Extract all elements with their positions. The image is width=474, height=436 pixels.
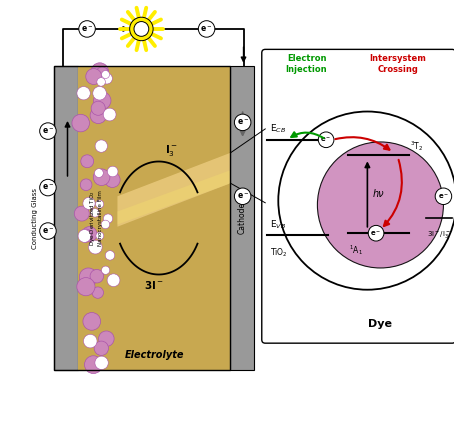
Text: Dye-Derivitzed TiO$_2$
Nanocrystalline Film: Dye-Derivitzed TiO$_2$ Nanocrystalline F… <box>88 190 103 246</box>
Circle shape <box>103 214 113 223</box>
Circle shape <box>91 208 99 217</box>
Circle shape <box>368 225 384 241</box>
Circle shape <box>74 206 89 221</box>
Circle shape <box>101 266 110 274</box>
Text: Electrolyte: Electrolyte <box>125 350 184 360</box>
Circle shape <box>130 17 153 41</box>
Circle shape <box>101 73 112 84</box>
Text: 3I$^-$: 3I$^-$ <box>145 279 164 291</box>
Circle shape <box>96 232 104 240</box>
Circle shape <box>94 169 103 177</box>
Circle shape <box>108 166 118 177</box>
Circle shape <box>84 356 102 374</box>
Circle shape <box>83 313 100 330</box>
FancyBboxPatch shape <box>230 66 255 370</box>
Circle shape <box>97 78 105 86</box>
Circle shape <box>80 179 92 191</box>
Circle shape <box>40 179 56 196</box>
Circle shape <box>105 172 120 187</box>
Circle shape <box>93 169 110 185</box>
Text: hν: hν <box>373 189 384 199</box>
Polygon shape <box>118 170 230 225</box>
Text: I$_3^-$: I$_3^-$ <box>165 143 178 158</box>
Text: 3I$^-$/I$_3^-$: 3I$^-$/I$_3^-$ <box>427 229 451 240</box>
Circle shape <box>82 227 97 242</box>
Text: E$_{CB}$: E$_{CB}$ <box>270 123 286 136</box>
Circle shape <box>95 140 108 152</box>
Circle shape <box>198 20 215 37</box>
Text: e$^-$: e$^-$ <box>42 126 54 136</box>
Circle shape <box>91 101 105 115</box>
Circle shape <box>86 68 102 85</box>
Circle shape <box>40 123 56 140</box>
Text: TiO$_2$: TiO$_2$ <box>270 246 287 259</box>
Circle shape <box>83 334 97 348</box>
Text: Conducting Glass: Conducting Glass <box>32 187 38 249</box>
Circle shape <box>96 200 104 208</box>
Circle shape <box>96 67 109 80</box>
Circle shape <box>83 197 95 209</box>
Text: e$^-$: e$^-$ <box>42 226 54 236</box>
Text: e$^-$: e$^-$ <box>201 24 213 34</box>
Text: $^1$A$_1$: $^1$A$_1$ <box>349 243 363 257</box>
FancyBboxPatch shape <box>78 66 118 370</box>
Circle shape <box>99 331 114 347</box>
Circle shape <box>90 107 107 123</box>
Circle shape <box>90 269 103 283</box>
Circle shape <box>72 114 90 132</box>
Circle shape <box>79 268 98 286</box>
FancyBboxPatch shape <box>55 66 78 370</box>
Circle shape <box>103 108 116 121</box>
Text: Dye: Dye <box>368 320 392 330</box>
Circle shape <box>107 274 120 286</box>
Circle shape <box>93 86 106 100</box>
Circle shape <box>234 188 251 204</box>
Circle shape <box>78 230 91 242</box>
Circle shape <box>79 20 95 37</box>
Text: e$^-$: e$^-$ <box>81 24 93 34</box>
Circle shape <box>94 341 109 355</box>
Circle shape <box>89 240 102 254</box>
Circle shape <box>134 21 149 36</box>
Circle shape <box>77 86 90 100</box>
Circle shape <box>92 287 103 298</box>
Circle shape <box>101 71 109 78</box>
Text: e$^-$: e$^-$ <box>320 135 332 144</box>
Text: e$^-$: e$^-$ <box>237 191 249 201</box>
Circle shape <box>93 92 111 109</box>
Text: e$^-$: e$^-$ <box>370 229 382 238</box>
Text: e$^-$: e$^-$ <box>438 192 449 201</box>
Text: Intersystem
Crossing: Intersystem Crossing <box>369 54 426 74</box>
Text: e$^-$: e$^-$ <box>237 118 249 127</box>
Polygon shape <box>118 153 230 227</box>
Circle shape <box>234 114 251 131</box>
Circle shape <box>81 155 94 168</box>
Text: e$^-$: e$^-$ <box>42 183 54 192</box>
Circle shape <box>105 251 115 260</box>
Text: Electron
Injection: Electron Injection <box>286 54 328 74</box>
Circle shape <box>95 356 108 369</box>
Circle shape <box>435 188 452 204</box>
Circle shape <box>318 132 334 148</box>
Circle shape <box>91 63 109 80</box>
Circle shape <box>101 220 109 229</box>
Circle shape <box>40 223 56 239</box>
Text: $^3$T$_2$: $^3$T$_2$ <box>410 139 423 153</box>
Circle shape <box>77 278 95 296</box>
Text: Cathode: Cathode <box>238 202 246 234</box>
FancyBboxPatch shape <box>78 66 230 370</box>
Text: E$_{VB}$: E$_{VB}$ <box>270 218 286 231</box>
FancyBboxPatch shape <box>262 49 456 343</box>
Circle shape <box>79 229 92 242</box>
Circle shape <box>318 142 444 268</box>
